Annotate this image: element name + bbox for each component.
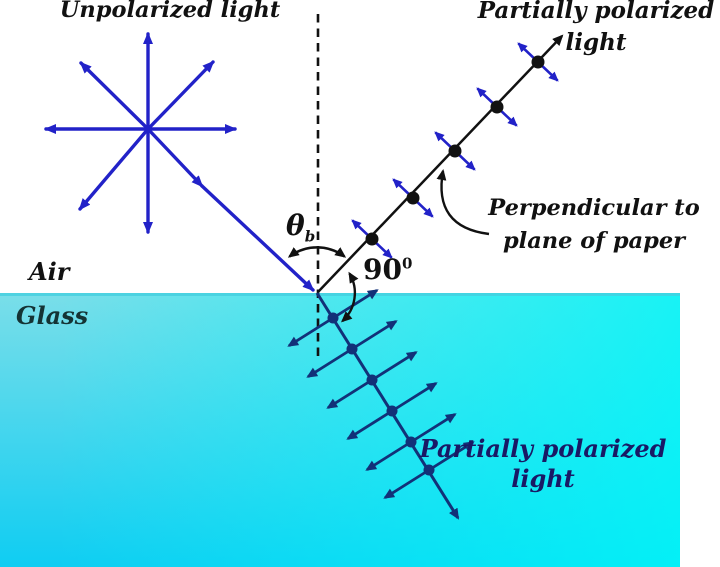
angle-90-value: 90 (363, 253, 402, 286)
glass-region (0, 293, 680, 567)
glass-label: Glass (16, 301, 89, 330)
partially-polarized-bottom-line2: light (511, 464, 575, 493)
perpendicular-to-plane-label: Perpendicular to plane of paper (468, 192, 720, 257)
angle-90-superscript: 0 (401, 254, 413, 273)
partially-polarized-bottom-label: Partially polarized light (418, 434, 668, 494)
reflected-ray-dots (365, 55, 545, 246)
partially-polarized-top-line1: Partially polarized (477, 0, 715, 24)
unpolarized-light-label: Unpolarized light (59, 0, 281, 23)
partially-polarized-top-label: Partially polarized light (472, 0, 720, 59)
angle-90-label: 900 (363, 252, 412, 288)
refracted-ray-polarization-arrows (287, 289, 475, 499)
air-label: Air (29, 257, 70, 286)
perpendicular-line2: plane of paper (502, 227, 686, 254)
partially-polarized-bottom-line1: Partially polarized (419, 434, 667, 463)
refracted-ray (315, 292, 460, 520)
theta-symbol: θ (286, 209, 305, 242)
theta-subscript: b (304, 227, 316, 246)
refracted-ray-dots (327, 312, 435, 476)
incident-ray (146, 127, 315, 292)
leader-arrow (436, 169, 490, 236)
brewster-angle-arc (287, 246, 347, 258)
partially-polarized-top-line2: light (565, 29, 627, 57)
reflected-ray (317, 34, 564, 293)
brewster-angle-label: θb (286, 208, 315, 244)
perpendicular-line1: Perpendicular to (488, 195, 700, 221)
unpolarized-starburst (44, 32, 237, 234)
right-angle-arc (341, 271, 359, 323)
